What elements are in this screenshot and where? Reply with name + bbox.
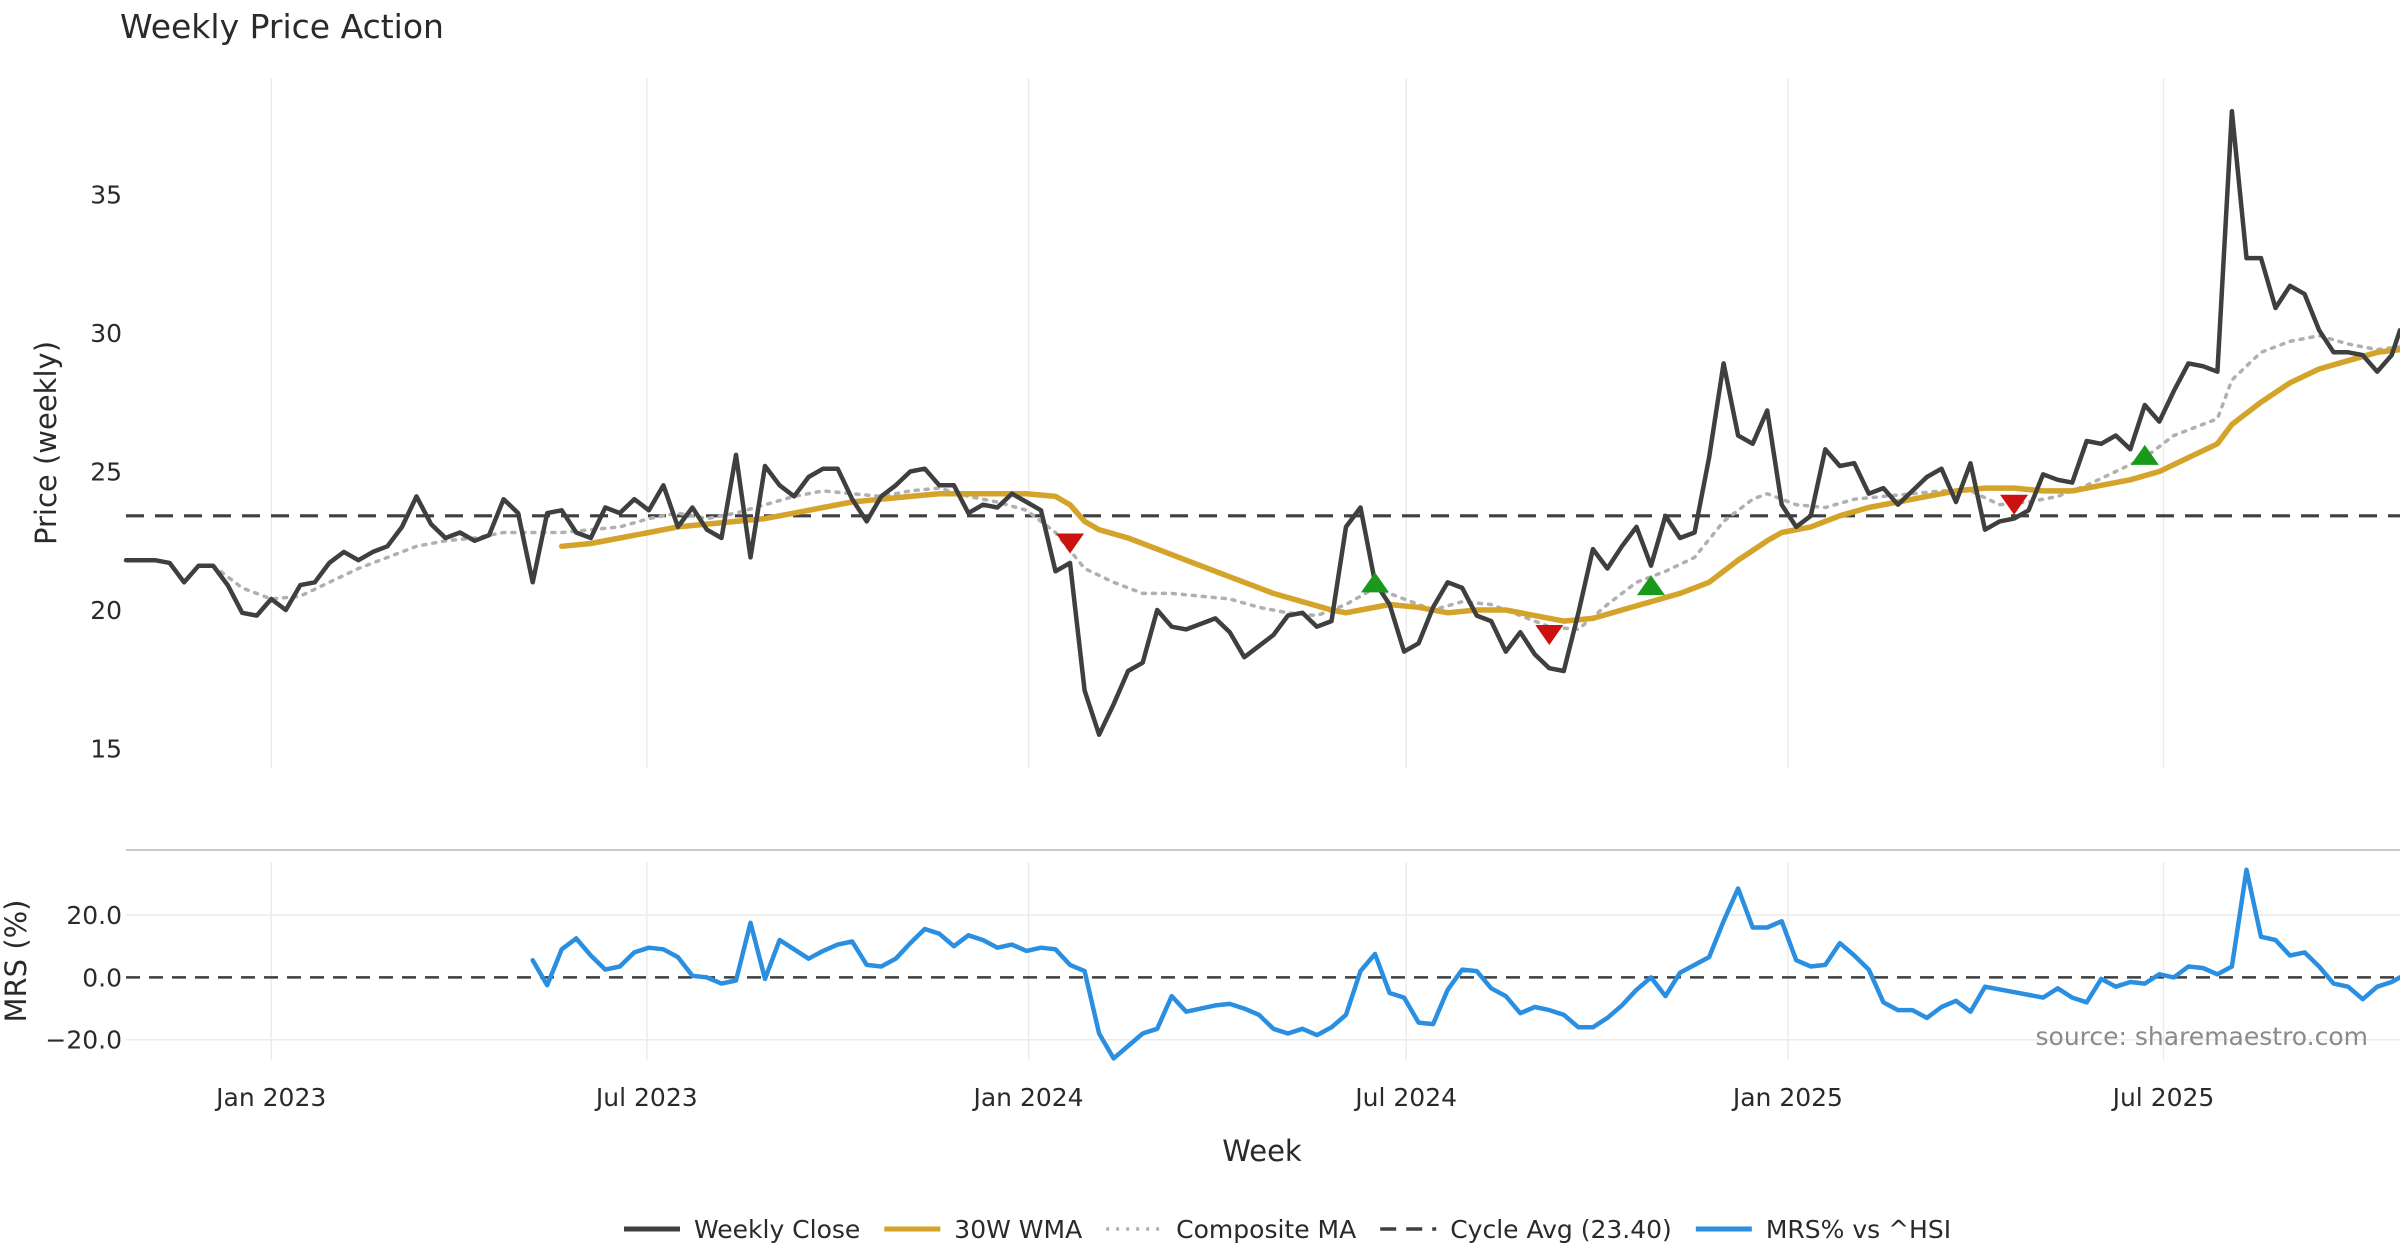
weekly-close-series [123,109,2400,737]
x-axis-title: Week [1222,1134,1302,1168]
mrs-panel-grid [126,862,2400,1060]
mrs-panel-lines [126,867,2400,1061]
price-y-tick-label: 15 [90,735,122,764]
x-tick-label: Jul 2023 [594,1083,698,1112]
mrs-y-axis-title: MRS (%) [0,900,33,1023]
legend-label: MRS% vs ^HSI [1766,1215,1951,1244]
legend-label: Weekly Close [694,1215,860,1244]
source-attribution: source: sharemaestro.com [2036,1022,2369,1051]
price-panel-lines [123,109,2400,737]
buy-signal-marker [1361,572,1390,593]
axis-labels: Jan 2023 Jul 2023 Jan 2024 Jul 2024 Jan 2025… [0,180,2214,1168]
x-tick-label: Jul 2024 [1353,1083,1457,1112]
price-y-tick-label: 30 [90,319,122,348]
legend-label: Cycle Avg (23.40) [1450,1215,1672,1244]
price-y-tick-label: 35 [90,180,122,209]
sell-signal-marker [1535,624,1564,645]
x-tick-label: Jan 2023 [214,1083,326,1112]
x-tick-label: Jul 2025 [2111,1083,2215,1112]
chart-title: Weekly Price Action [120,7,444,46]
mrs-y-tick-label: 0.0 [82,963,122,992]
sell-signal-marker [1056,533,1085,554]
mrs-y-tick-label: 20.0 [66,901,122,930]
buy-signal-marker [1636,575,1665,596]
price-y-axis-title: Price (weekly) [29,341,63,545]
mrs-series [530,867,2400,1061]
sell-signal-marker [2000,494,2029,515]
composite-ma-series [211,333,2400,632]
x-tick-label: Jan 2024 [971,1083,1083,1112]
chart-legend: Weekly Close 30W WMA Composite MA Cycle Avg… [624,1215,1951,1244]
signal-markers [1056,444,2159,645]
buy-signal-marker [2130,444,2159,465]
price-y-tick-label: 20 [90,596,122,625]
legend-label: 30W WMA [954,1215,1082,1244]
legend-label: Composite MA [1176,1215,1356,1244]
price-panel-grid [270,78,2165,768]
mrs-y-tick-label: −20.0 [45,1026,122,1055]
x-tick-label: Jan 2025 [1731,1083,1843,1112]
price-y-tick-label: 25 [90,457,122,486]
30w-wma-series [558,346,2400,624]
